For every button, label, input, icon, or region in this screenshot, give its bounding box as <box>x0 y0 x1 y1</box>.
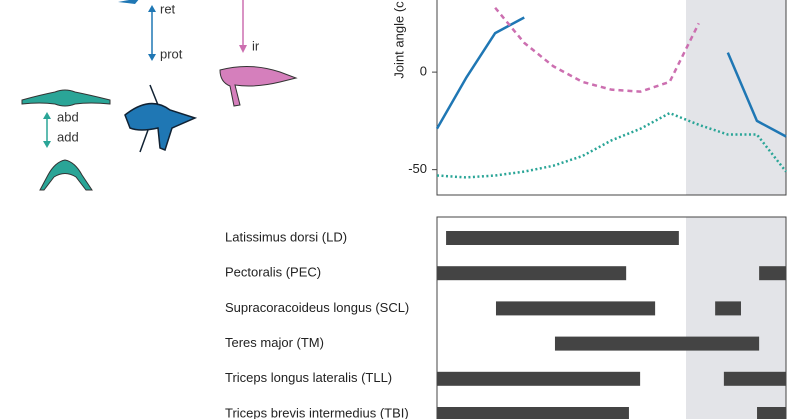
animal-prone <box>124 84 198 153</box>
activity-bar <box>723 371 786 386</box>
row-label: Supracoracoideus longus (SCL) <box>225 300 409 315</box>
shaded-phase <box>686 0 786 195</box>
activity-bar <box>757 407 786 419</box>
arrowhead <box>239 45 247 53</box>
row-label: Teres major (TM) <box>225 335 324 350</box>
activity-bar <box>759 266 786 281</box>
activity-bar <box>715 301 741 316</box>
animal-top <box>118 0 139 4</box>
activity-bar <box>554 336 760 351</box>
label: prot <box>160 46 183 61</box>
y-axis-label: Joint angle (c <box>391 1 406 79</box>
animal-side <box>219 66 298 107</box>
activity-bar <box>437 407 629 419</box>
panel-frame <box>436 216 787 419</box>
row-label: Triceps longus lateralis (TLL) <box>225 370 392 385</box>
data-line <box>494 6 700 93</box>
row-label: Latissimus dorsi (LD) <box>225 229 347 244</box>
shaded-phase <box>686 217 786 419</box>
animal-front-add <box>39 159 93 191</box>
label: add <box>57 129 79 144</box>
activity-bar <box>437 266 627 281</box>
y-tick-label: 0 <box>420 64 427 79</box>
activity-bar <box>446 231 679 245</box>
y-tick-label: -50 <box>408 161 427 176</box>
row-label: Pectoralis (PEC) <box>225 265 321 280</box>
illustrations: ret prot ir abd add <box>21 0 298 191</box>
arrowhead <box>148 5 156 61</box>
row-label: Triceps brevis intermedius (TBI) <box>225 405 409 419</box>
animal-front-abd <box>21 89 111 107</box>
label: abd <box>57 109 79 124</box>
label: ret <box>160 1 176 16</box>
activity-bar <box>495 301 656 316</box>
panel-frame <box>436 0 787 196</box>
activity-bar <box>437 371 641 386</box>
label: ir <box>252 38 260 53</box>
data-line <box>436 111 787 179</box>
